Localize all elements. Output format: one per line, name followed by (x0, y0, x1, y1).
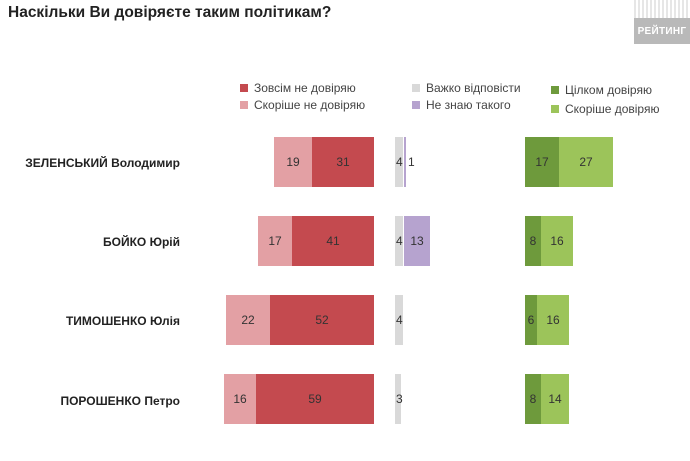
bar-dont-know-0 (404, 137, 406, 187)
rating-logo: РЕЙТИНГ (634, 0, 690, 44)
legend-swatch-not-trust-at-all (240, 84, 248, 92)
chart-title: Наскільки Ви довіряєте таким політикам? (8, 4, 332, 21)
bar-hard-to-say-0 (395, 137, 403, 187)
label-hard-to-say-3: 3 (396, 392, 403, 406)
bar-rather-trust-1: 16 (541, 216, 573, 266)
legend-swatch-hard-to-say (412, 84, 420, 92)
legend-swatch-rather-trust (551, 105, 559, 113)
legend-not-trust-at-all: Зовсім не довіряю (240, 81, 356, 95)
bar-rather-not-trust-2: 22 (226, 295, 270, 345)
bar-hard-to-say-2 (395, 295, 403, 345)
bar-not-trust-at-all-1: 41 (292, 216, 374, 266)
label-dont-know-0: 1 (408, 155, 415, 169)
legend-rather-trust: Скоріше довіряю (551, 102, 659, 116)
bar-not-trust-at-all-3: 59 (256, 374, 374, 424)
legend-label-rather-trust: Скоріше довіряю (565, 102, 660, 116)
label-hard-to-say-2: 4 (396, 313, 403, 327)
bar-not-trust-at-all-0: 31 (312, 137, 374, 187)
legend-label-dont-know: Не знаю такого (426, 98, 511, 112)
bar-fully-trust-1: 8 (525, 216, 541, 266)
bar-dont-know-1: 13 (404, 216, 430, 266)
bar-fully-trust-0: 17 (525, 137, 559, 187)
legend-rather-not-trust: Скоріше не довіряю (240, 98, 365, 112)
legend-label-hard-to-say: Важко відповісти (426, 81, 521, 95)
legend-label-rather-not-trust: Скоріше не довіряю (254, 98, 366, 112)
row-label-1: БОЙКО Юрій (103, 235, 180, 249)
bar-rather-not-trust-1: 17 (258, 216, 292, 266)
bar-hard-to-say-3 (395, 374, 401, 424)
bar-rather-trust-0: 27 (559, 137, 613, 187)
legend-label-not-trust-at-all: Зовсім не довіряю (254, 81, 356, 95)
bar-rather-trust-2: 16 (537, 295, 569, 345)
row-label-2: ТИМОШЕНКО Юлія (65, 314, 180, 328)
legend-label-fully-trust: Цілком довіряю (565, 83, 652, 97)
bar-not-trust-at-all-2: 52 (270, 295, 374, 345)
label-hard-to-say-0: 4 (396, 155, 403, 169)
bar-rather-not-trust-0: 19 (274, 137, 312, 187)
logo-text: РЕЙТИНГ (637, 25, 687, 37)
row-label-0: ЗЕЛЕНСЬКИЙ Володимир (25, 156, 180, 170)
bar-fully-trust-3: 8 (525, 374, 541, 424)
legend-swatch-rather-not-trust (240, 101, 248, 109)
legend-swatch-fully-trust (551, 86, 559, 94)
bar-rather-not-trust-3: 16 (224, 374, 256, 424)
bar-hard-to-say-1 (395, 216, 403, 266)
logo-stripes (634, 0, 690, 18)
row-label-3: ПОРОШЕНКО Петро (60, 394, 180, 408)
legend-swatch-dont-know (412, 101, 420, 109)
legend-hard-to-say: Важко відповісти (412, 81, 521, 95)
legend-dont-know: Не знаю такого (412, 98, 511, 112)
legend-fully-trust: Цілком довіряю (551, 83, 652, 97)
label-hard-to-say-1: 4 (396, 234, 403, 248)
bar-rather-trust-3: 14 (541, 374, 569, 424)
bar-fully-trust-2: 6 (525, 295, 537, 345)
